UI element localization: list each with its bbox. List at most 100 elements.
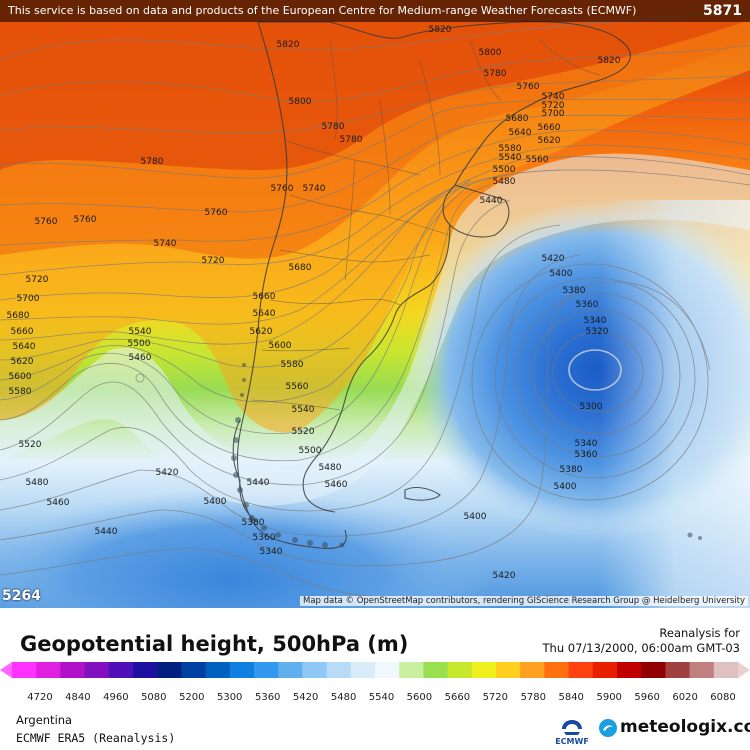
contour-label: 5760 bbox=[35, 217, 58, 227]
colorbar-bin bbox=[617, 662, 642, 678]
contour-label: 5620 bbox=[11, 357, 34, 367]
contour-label: 5480 bbox=[493, 177, 516, 187]
contour-label: 5560 bbox=[286, 382, 309, 392]
contour-label: 5500 bbox=[493, 165, 516, 175]
colorbar-bin bbox=[423, 662, 449, 678]
colorbar-tick-label: 5660 bbox=[445, 692, 470, 703]
colorbar-bin bbox=[205, 662, 231, 678]
colorbar-bin bbox=[665, 662, 691, 678]
contour-label: 5740 bbox=[542, 92, 565, 102]
contour-label: 5640 bbox=[13, 342, 36, 352]
colorbar-bin bbox=[471, 662, 497, 678]
low-trough-south bbox=[0, 490, 490, 608]
chart-title: Geopotential height, 500hPa (m) bbox=[20, 632, 409, 656]
contour-label: 5420 bbox=[493, 571, 516, 581]
contour-label: 5700 bbox=[542, 109, 565, 119]
colorbar-tick-label: 5080 bbox=[141, 692, 166, 703]
ecmwf-logo-text: ECMWF bbox=[555, 737, 589, 746]
colorbar-bin bbox=[254, 662, 279, 678]
colorbar-bin bbox=[278, 662, 303, 678]
meteologix-brand[interactable]: meteologix.com bbox=[620, 717, 750, 737]
contour-label: 5320 bbox=[586, 327, 609, 337]
colorbar-tick-label: 5960 bbox=[634, 692, 659, 703]
coastlines bbox=[232, 21, 631, 549]
valid-time: Thu 07/13/2000, 06:00am GMT-03 bbox=[542, 641, 740, 655]
colorbar-tick-label: 4720 bbox=[27, 692, 52, 703]
contour-label: 5780 bbox=[340, 135, 363, 145]
colorbar-tick-label: 5780 bbox=[521, 692, 546, 703]
ecmwf-notice: This service is based on data and produc… bbox=[8, 4, 637, 17]
colorbar-bin bbox=[326, 662, 352, 678]
contour-label: 5660 bbox=[11, 327, 34, 337]
colorbar-tick-label: 5900 bbox=[596, 692, 621, 703]
contour-label: 5780 bbox=[141, 157, 164, 167]
contour-labels: 5820 5820 5820 5800 5800 5780 5780 5780 5780 5760… bbox=[7, 25, 621, 581]
colorbar-bin bbox=[689, 662, 715, 678]
contour-label: 5660 bbox=[538, 123, 561, 133]
contour-label: 5360 bbox=[576, 300, 599, 310]
contour-label: 5720 bbox=[542, 101, 565, 111]
province-boundaries bbox=[251, 39, 601, 411]
colorbar-bin bbox=[375, 662, 400, 678]
colorbar-bin bbox=[181, 662, 207, 678]
contour-label: 5800 bbox=[289, 97, 312, 107]
colorbar-tick-label: 5480 bbox=[331, 692, 356, 703]
pale-band bbox=[0, 153, 750, 506]
colorbar: 4720 4840 4960 5080 5200 5300 5360 5420 5480 5540… bbox=[0, 662, 750, 703]
colorbar-tick-label: 5540 bbox=[369, 692, 394, 703]
contour-label: 5500 bbox=[128, 339, 151, 349]
contour-label: 5480 bbox=[26, 478, 49, 488]
contour-label: 5760 bbox=[74, 215, 97, 225]
contour-label: 5400 bbox=[464, 512, 487, 522]
region-label: Argentina bbox=[16, 713, 73, 727]
min-value-label: 5264 bbox=[2, 588, 41, 604]
geopotential-map: 5820 5820 5820 5800 5800 5780 5780 5780 5780 5760… bbox=[0, 0, 750, 608]
notice-bar: This service is based on data and produc… bbox=[0, 0, 750, 22]
colorbar-bin bbox=[229, 662, 255, 678]
colorbar-bin bbox=[568, 662, 594, 678]
contour-label: 5760 bbox=[205, 208, 228, 218]
contour-label: 5360 bbox=[253, 533, 276, 543]
colorbar-bin bbox=[157, 662, 182, 678]
colorbar-bin bbox=[447, 662, 473, 678]
contour-label: 5760 bbox=[517, 82, 540, 92]
colorbar-bin bbox=[544, 662, 570, 678]
contour-label: 5460 bbox=[325, 480, 348, 490]
colorbar-bin bbox=[713, 662, 739, 678]
colorbar-bin bbox=[108, 662, 134, 678]
contour-label: 5540 bbox=[499, 153, 522, 163]
contour-label: 5360 bbox=[575, 450, 598, 460]
contour-label: 5740 bbox=[303, 184, 326, 194]
contour-label: 5740 bbox=[154, 239, 177, 249]
colorbar-tick-label: 6080 bbox=[710, 692, 735, 703]
colorbar-bin bbox=[592, 662, 618, 678]
map-attribution[interactable]: Map data © OpenStreetMap contributors, r… bbox=[300, 596, 748, 606]
colorbar-tick-label: 5600 bbox=[407, 692, 432, 703]
contour-label: 5460 bbox=[47, 498, 70, 508]
colorbar-bin bbox=[12, 662, 37, 678]
colorbar-tick-label: 5360 bbox=[255, 692, 280, 703]
island-fringe bbox=[231, 363, 702, 548]
contour-label: 5520 bbox=[19, 440, 42, 450]
contour-label: 5400 bbox=[554, 482, 577, 492]
colorbar-tick-label: 5420 bbox=[293, 692, 318, 703]
contour-label: 5580 bbox=[9, 387, 32, 397]
contour-label: 5560 bbox=[526, 155, 549, 165]
colorbar-bins bbox=[12, 662, 739, 678]
contour-label: 5480 bbox=[319, 463, 342, 473]
contour-label: 5680 bbox=[506, 114, 529, 124]
contour-lines bbox=[0, 9, 750, 601]
colorbar-tick-label: 6020 bbox=[672, 692, 697, 703]
product-type: Reanalysis for bbox=[659, 626, 740, 640]
colorbar-bin bbox=[496, 662, 521, 678]
contour-label: 5640 bbox=[253, 309, 276, 319]
ecmwf-logo-icon bbox=[562, 720, 582, 735]
contour-label: 5700 bbox=[17, 294, 40, 304]
contour-label: 5640 bbox=[509, 128, 532, 138]
contour-label: 5820 bbox=[429, 25, 452, 35]
colorbar-bin bbox=[520, 662, 545, 678]
contour-label: 5500 bbox=[299, 446, 322, 456]
colorbar-left-arrow bbox=[0, 662, 12, 678]
contour-label: 5780 bbox=[484, 69, 507, 79]
contour-label: 5540 bbox=[129, 327, 152, 337]
